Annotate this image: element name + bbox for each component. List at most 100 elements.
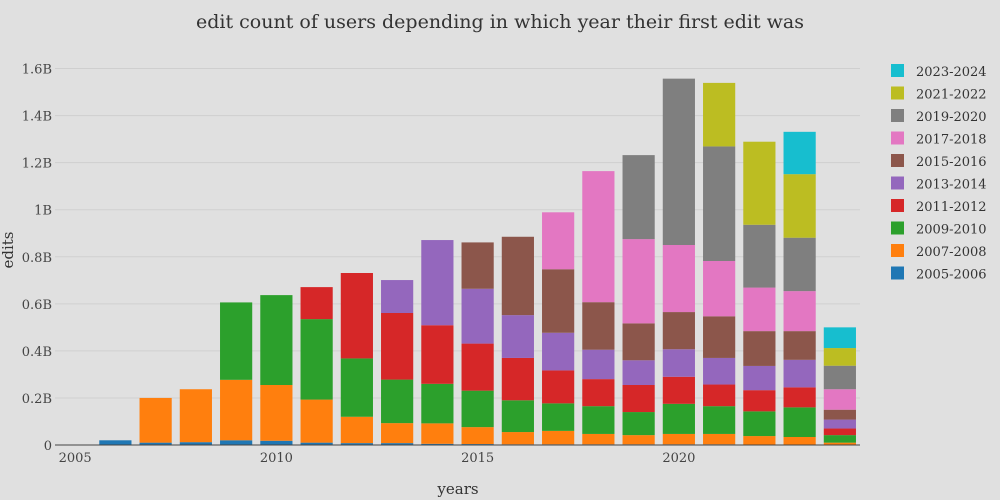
bar-segment	[340, 416, 373, 444]
legend-label: 2015-2016	[916, 155, 987, 170]
bar-segment	[823, 435, 856, 443]
bar-segment	[783, 407, 816, 437]
bar-segment	[823, 327, 856, 349]
bar-segment	[622, 360, 655, 385]
y-tick-label: 0	[44, 439, 52, 454]
legend-label: 2021-2022	[916, 88, 987, 103]
bar-segment	[421, 443, 454, 445]
bar-segment	[421, 423, 454, 444]
legend-swatch	[891, 86, 904, 100]
bar-segment	[542, 212, 575, 270]
bar-segment	[582, 302, 615, 350]
bar-segment	[461, 390, 494, 428]
legend-swatch	[891, 64, 904, 77]
legend-label: 2007-2008	[916, 245, 987, 260]
bar-segment	[743, 224, 776, 288]
legend-swatch	[891, 221, 904, 235]
bar-segment	[703, 384, 736, 407]
bar-segment	[381, 280, 414, 313]
bar-segment	[421, 383, 454, 424]
bar-segment	[783, 291, 816, 332]
bar-segment	[703, 146, 736, 261]
bar-segment	[179, 389, 212, 443]
bar-segment	[381, 423, 414, 444]
legend-item[interactable]: 2009-2010	[891, 221, 987, 238]
bar-segment	[662, 433, 695, 445]
bar-segment	[582, 433, 615, 445]
legend-label: 2017-2018	[916, 133, 987, 148]
legend-item[interactable]: 2023-2024	[891, 64, 987, 80]
bar-segment	[220, 302, 253, 380]
bar-segment	[501, 315, 534, 358]
bar-segment	[743, 411, 776, 437]
legend-item[interactable]: 2019-2020	[891, 109, 987, 125]
bar-segment	[703, 82, 736, 147]
legend-label: 2011-2012	[916, 200, 987, 215]
bar-segment	[300, 319, 333, 400]
bar-segment	[783, 174, 816, 238]
bar-segment	[823, 409, 856, 420]
bar-segment	[662, 376, 695, 404]
bar-segment	[461, 288, 494, 344]
x-tick-label: 2005	[59, 451, 92, 466]
legend-item[interactable]: 2015-2016	[891, 154, 987, 170]
x-tick-label: 2020	[662, 451, 695, 466]
legend-label: 2023-2024	[916, 65, 987, 80]
y-tick-label: 0.2B	[22, 392, 52, 407]
legend-label: 2013-2014	[916, 178, 987, 193]
legend-swatch	[891, 154, 904, 167]
bar-segment	[823, 365, 856, 390]
bars	[59, 78, 856, 445]
bar-segment	[622, 435, 655, 445]
gridlines	[55, 68, 860, 399]
bar-segment	[823, 389, 856, 410]
bar-segment	[501, 432, 534, 445]
bar-segment	[542, 370, 575, 404]
y-tick-labels: 0 0.2B 0.4B 0.6B 0.8B 1B 1.2B 1.4B 1.6B	[22, 63, 52, 454]
legend-item[interactable]: 2011-2012	[891, 199, 987, 215]
bar-segment	[421, 325, 454, 384]
bar-segment	[582, 171, 615, 303]
bar-segment	[340, 358, 373, 417]
bar-segment	[622, 412, 655, 436]
bar-segment	[622, 323, 655, 361]
legend[interactable]: 2023-2024 2021-2022 2019-2020 2017-2018 2015…	[891, 64, 987, 283]
bar-segment	[220, 379, 253, 441]
bar-segment	[783, 387, 816, 408]
legend-label: 2019-2020	[916, 110, 987, 125]
bar-segment	[139, 397, 172, 443]
legend-label: 2009-2010	[916, 223, 987, 238]
bar-segment	[461, 427, 494, 445]
bar-segment	[662, 403, 695, 434]
y-tick-label: 1.4B	[22, 110, 52, 125]
x-axis-title: years	[436, 480, 478, 498]
bar-segment	[662, 312, 695, 350]
bar-segment	[179, 442, 212, 445]
legend-item[interactable]: 2007-2008	[891, 244, 987, 260]
x-tick-label: 2015	[461, 451, 494, 466]
legend-item[interactable]: 2005-2006	[891, 266, 987, 283]
bar-segment	[501, 400, 534, 433]
legend-item[interactable]: 2013-2014	[891, 176, 987, 193]
legend-item[interactable]: 2021-2022	[891, 86, 987, 103]
bar-segment	[542, 332, 575, 371]
bar-segment	[260, 295, 293, 385]
legend-item[interactable]: 2017-2018	[891, 131, 987, 148]
x-tick-label: 2010	[260, 451, 293, 466]
bar-segment	[421, 240, 454, 326]
bar-segment	[381, 379, 414, 424]
bar-segment	[340, 443, 373, 445]
legend-swatch	[891, 199, 904, 212]
legend-swatch	[891, 109, 904, 122]
bar-segment	[622, 385, 655, 413]
bar-segment	[662, 245, 695, 313]
bar-segment	[703, 433, 736, 445]
y-axis-title: edits	[0, 231, 17, 268]
bar-segment	[501, 236, 534, 316]
bar-segment	[622, 239, 655, 324]
y-tick-label: 1B	[34, 204, 52, 219]
bar-segment	[340, 273, 373, 359]
bar-segment	[582, 406, 615, 434]
bar-segment	[783, 359, 816, 388]
